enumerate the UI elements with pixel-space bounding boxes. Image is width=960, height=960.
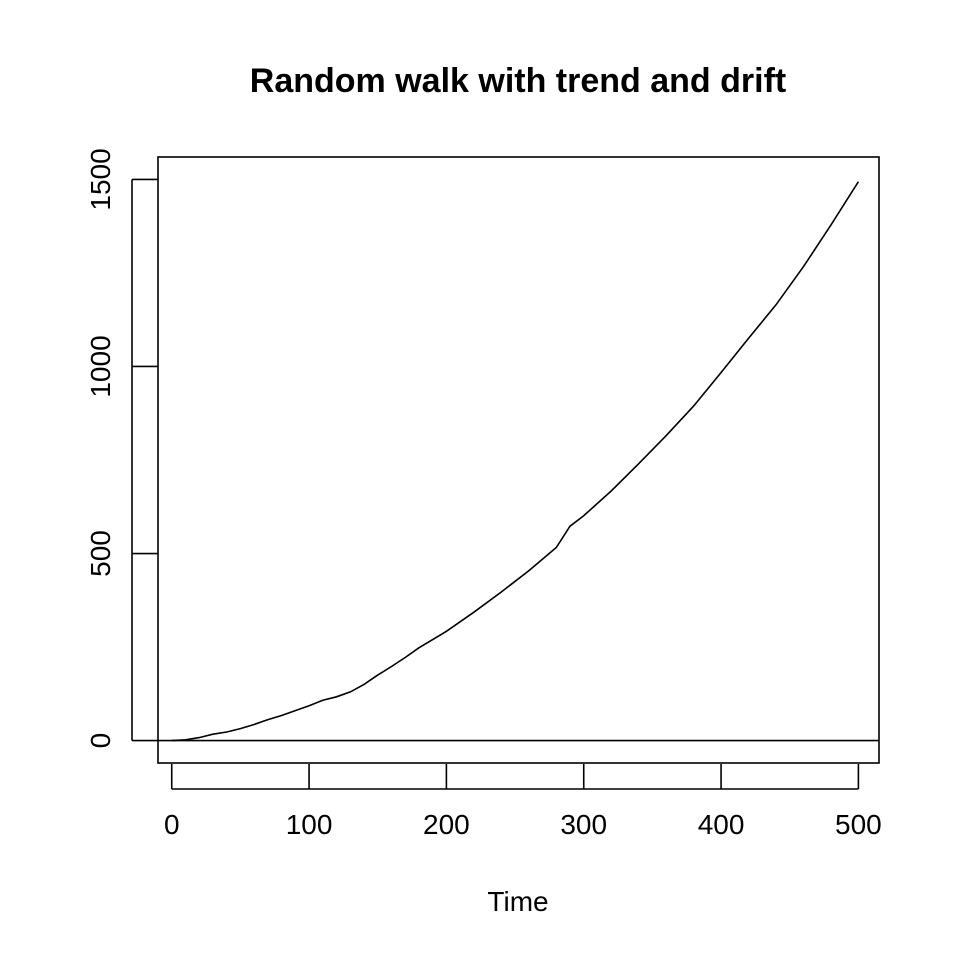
y-tick-label: 1500 [85,148,116,210]
x-tick-label: 300 [560,809,607,840]
y-tick-label: 0 [85,733,116,749]
x-tick-label: 200 [423,809,470,840]
plot-area-frame [157,156,880,764]
y-axis: 0 500 1000 1500 [85,148,158,748]
x-axis-title: Time [487,886,548,917]
series-line [171,181,860,742]
y-tick-label: 500 [85,530,116,577]
x-tick-label: 100 [286,809,333,840]
x-tick-label: 0 [164,809,180,840]
y-tick-label: 1000 [85,335,116,397]
x-axis: 0 100 200 300 400 500 [164,764,882,840]
chart-title: Random walk with trend and drift [250,62,786,100]
x-tick-label: 400 [698,809,745,840]
x-tick-label: 500 [835,809,882,840]
